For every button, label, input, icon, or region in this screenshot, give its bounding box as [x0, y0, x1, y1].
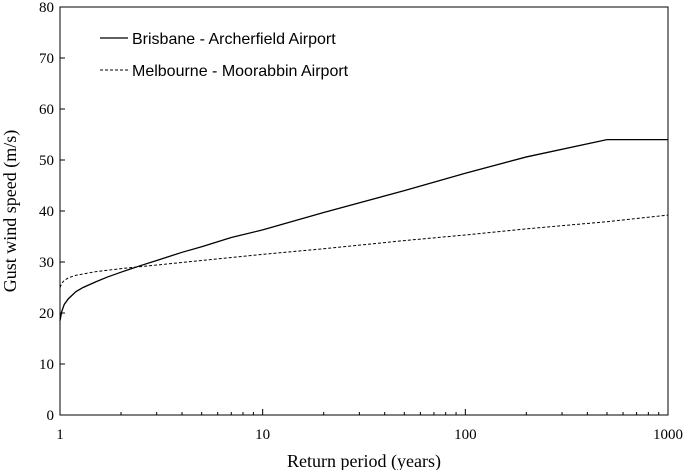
y-axis-title: Gust wind speed (m/s) [0, 130, 21, 292]
y-tick-label: 80 [39, 0, 54, 16]
y-tick-label: 30 [39, 255, 54, 271]
melbourne-series-line [59, 214, 669, 288]
x-tick-label: 100 [454, 427, 477, 443]
series-layer [59, 138, 669, 321]
y-tick-label: 60 [39, 102, 54, 118]
legend: Brisbane - Archerfield Airport Melbourne… [100, 31, 349, 80]
y-tick-label: 70 [39, 51, 54, 67]
x-axis-title: Return period (years) [287, 451, 441, 470]
x-tick-label: 1000 [653, 427, 683, 443]
y-tick-label: 0 [47, 408, 55, 424]
y-tick-label: 40 [39, 204, 54, 220]
brisbane-series-line [59, 138, 668, 321]
x-tick-label: 1 [56, 427, 64, 443]
y-tick-label: 10 [39, 357, 54, 373]
y-tick-label: 20 [39, 306, 54, 322]
x-tick-label: 10 [255, 427, 270, 443]
x-axis: 1 10 100 1000 [56, 409, 683, 443]
legend-label-melbourne: Melbourne - Moorabbin Airport [132, 63, 349, 80]
y-axis: 0 10 20 30 40 50 60 70 80 [39, 0, 65, 424]
legend-label-brisbane: Brisbane - Archerfield Airport [132, 31, 336, 48]
y-tick-label: 50 [39, 153, 54, 169]
plot-area [59, 6, 669, 416]
